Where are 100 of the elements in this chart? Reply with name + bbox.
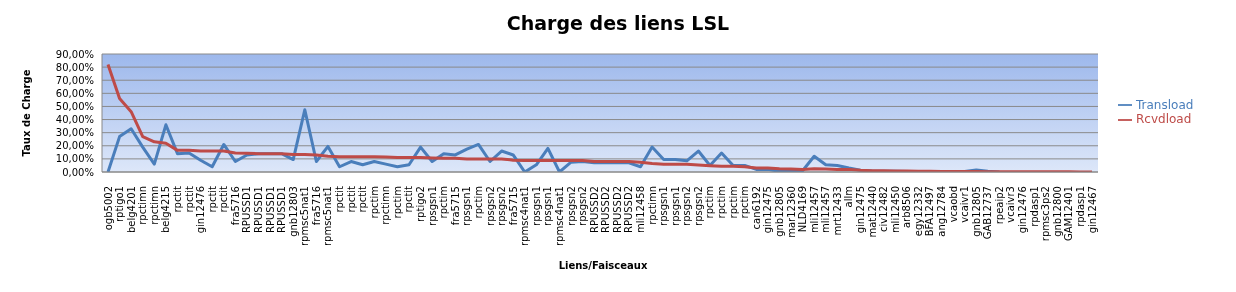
x-tick-label: rpmsc4nat1 [519,186,531,247]
x-tick-label: rpsgsn2 [484,186,496,226]
x-tick-label: ogb5002 [102,186,114,231]
x-tick-label: rpctim [727,186,739,219]
y-tick-label: 50,00% [55,100,94,112]
x-tick-label: gin12475 [762,186,774,234]
y-tick-label: 10,00% [55,153,94,165]
x-tick-label: rpmsc3ps2 [1040,186,1052,242]
x-tick-label: rpctit [345,185,357,213]
x-tick-label: rpctit [171,185,183,213]
x-tick-label: rptigo1 [114,186,126,222]
x-tick-label: rpsgsn1 [669,186,681,226]
x-tick-label: rpctit [183,185,195,213]
x-tick-label: GAB12737 [982,186,994,240]
x-tick-label: rpsgsn1 [426,186,438,226]
y-tick-label: 80,00% [55,61,94,73]
x-tick-label: RPUSSD2 [600,186,612,234]
x-tick-label: RPUSSD1 [241,186,253,234]
x-tick-label: BFA12497 [924,186,936,237]
x-tick-label: vcaivr3 [1005,186,1017,223]
x-tick-label: fra5716 [310,186,322,226]
x-tick-label: NLD4169 [797,186,809,233]
x-axis-title: Liens/Faisceaux [558,260,648,271]
x-tick-label: rpsgsn2 [565,186,577,226]
chart-title: Charge des liens LSL [505,12,731,34]
x-tick-label: egy12332 [912,186,924,237]
x-tick-label: gnb12803 [287,186,299,237]
x-tick-label: can6192 [750,186,762,230]
x-tick-label: mli12450 [889,186,901,234]
x-tick-label: gnb12805 [970,186,982,237]
x-tick-label: rpmsc4nat1 [553,186,565,247]
y-tick-label: 30,00% [55,127,94,139]
x-tick-label: rpsgsn2 [681,186,693,226]
x-tick-label: rpmsc5nat1 [299,186,311,247]
x-tick-label: rpctim [391,186,403,219]
x-tick-label: RPUSSD1 [276,186,288,234]
x-tick-label: RPUSSD2 [611,186,623,234]
x-tick-label: mat12440 [866,186,878,238]
x-tick-label: rpctimn [137,186,149,225]
x-tick-label: mli12457 [820,186,832,234]
x-tick-label: vcaobd [947,186,959,223]
x-tick-label: rpctim [472,186,484,219]
x-tick-label: rpctim [739,186,751,219]
x-tick-label: gin12475 [854,186,866,234]
x-tick-label: belg4201 [125,186,137,234]
y-tick-label: 40,00% [55,114,94,126]
legend-label: Transload [1136,97,1194,112]
x-tick-label: mli12458 [635,186,647,234]
x-tick-label: gnb12805 [773,186,785,237]
x-tick-label: fra5715 [449,186,461,226]
y-axis-title: Taux de Charge [20,69,32,157]
x-tick-label: rpctit [357,185,369,213]
x-tick-label: rpctimn [148,186,160,225]
x-tick-label: rpctim [368,186,380,219]
x-tick-label: rpsgsn1 [658,186,670,226]
x-tick-label: rpctit [218,185,230,213]
x-tick-label: rpctim [716,186,728,219]
x-tick-label: vcaivr1 [959,186,971,223]
x-tick-label: belg4215 [160,186,172,234]
y-tick-label: 60,00% [55,87,94,99]
x-tick-label: GAM12401 [1063,186,1075,242]
x-tick-label: rpsgsn2 [496,186,508,226]
x-tick-label: gnb12800 [1051,186,1063,237]
x-tick-label: rpctimn [380,186,392,225]
x-tick-label: rpsgsn1 [461,186,473,226]
y-tick-label: 20,00% [55,140,94,152]
x-tick-label: RPUSSD1 [264,186,276,234]
x-tick-label: civ12482 [878,186,890,233]
x-tick-label: fra5716 [229,186,241,226]
x-tick-label: mli12457 [808,186,820,234]
x-tick-label: rpsgsn1 [530,186,542,226]
x-tick-label: RPUSSD2 [588,186,600,234]
x-tick-label: rpdasp1 [1074,186,1086,227]
x-tick-label: rpeaip2 [993,186,1005,225]
x-tick-label: ang12784 [936,186,948,237]
x-tick-label: RPUSSD1 [252,186,264,234]
x-tick-label: rpctim [438,186,450,219]
x-tick-label: rpsgsn2 [577,186,589,226]
x-tick-label: rpsgsn2 [692,186,704,226]
x-tick-label: rptigo2 [415,186,427,222]
y-tick-label: 90,00% [55,48,94,60]
x-tick-label: gin12476 [195,186,207,234]
x-tick-label: gin12467 [1086,186,1098,234]
x-tick-label: rpdasp1 [1028,186,1040,227]
x-tick-label: rpctit [403,185,415,213]
x-tick-label: gin12476 [1017,186,1029,234]
x-tick-label: allm [843,186,855,208]
y-tick-label: 70,00% [55,74,94,86]
x-tick-label: mrt12433 [831,186,843,236]
x-tick-label: rpmsc5nat1 [322,186,334,247]
x-tick-label: rpctit [334,185,346,213]
x-tick-label: fra5715 [507,186,519,226]
x-tick-label: rpctimn [646,186,658,225]
x-tick-label: rpctit [206,185,218,213]
y-tick-label: 0,00% [62,166,94,178]
x-tick-label: mar12360 [785,186,797,238]
legend-label: Rcvdload [1136,112,1192,126]
x-tick-label: RPUSSD2 [623,186,635,234]
x-tick-label: arb8506 [901,186,913,229]
x-tick-label: rpsgsn1 [542,186,554,226]
